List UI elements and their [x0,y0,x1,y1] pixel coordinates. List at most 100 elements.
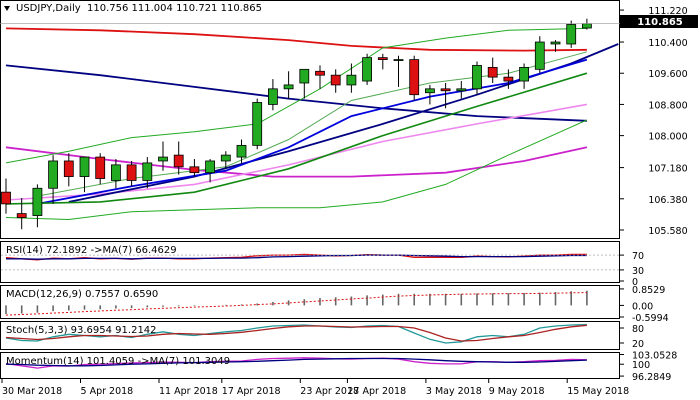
overlay-line-bb-upper [5,27,587,164]
overlay-line-ma-green [5,72,588,205]
candle-body [377,57,388,60]
candle-body [1,191,11,205]
momentum-series-2 [5,357,587,367]
price-header-symbol: USDJPY,Daily [16,3,81,14]
date-tick-label: 30 Mar 2018 [2,386,62,397]
stoch-label: Stoch(5,3,3) 93.6954 91.2142 [6,325,157,336]
candle-body [440,88,451,92]
macd-tick-label: 0.8529 [632,285,665,296]
date-tick-label: 23 Apr 2018 [300,386,359,397]
rsi-label: RSI(14) 72.1892 ->MA(7) 66.4629 [6,245,177,256]
date-tick-label: 5 Apr 2018 [81,386,134,397]
candle-body [173,154,184,168]
stoch-tick-label: 20 [632,339,644,350]
momentum-tick-label: 103.0528 [632,350,677,361]
candle-body [472,65,482,90]
candle-body [550,41,561,45]
price-tick-label: 107.180 [648,164,687,175]
momentum-tick-label: 96.2849 [632,372,671,383]
candle-body [79,156,90,177]
date-tick-label: 3 May 2018 [426,386,482,397]
price-tick-label: 110.400 [648,38,687,49]
candle-body [48,160,58,189]
candle-body [299,68,310,84]
overlay-line-bb-lower [5,119,588,221]
candle-body [267,88,278,105]
macd-plot [5,290,588,316]
macd-tick-label: 0.00 [632,301,653,312]
momentum-plot [5,357,587,369]
candle-body [220,154,231,162]
candle-body [252,102,263,146]
overlay-line-ma-pink [5,103,588,201]
overlay-line-ma-magenta [5,146,588,178]
stoch-panel-frame [0,321,620,350]
date-tick-label: 15 May 2018 [567,386,629,397]
price-tick-label: 105.580 [648,226,687,237]
macd-panel-frame [0,285,620,319]
last-price-label: 110.865 [637,17,683,28]
candle-body [16,213,27,218]
candle-body [362,57,373,82]
stoch-series-1 [5,323,587,344]
overlay-line-ma-red [5,27,587,52]
momentum-panel-frame [0,352,620,379]
stoch-series-2 [5,324,587,342]
candle-body [346,74,357,86]
candle-body [409,59,420,96]
candle-body [487,66,498,78]
candle-body [393,59,404,61]
macd-signal-line [5,292,587,316]
price-axis: 111.220 110.400 109.600 108.800 108.000 107.1… [620,6,688,237]
date-tick-label: 11 Apr 2018 [159,386,218,397]
macd-tick-label: -0.5994 [632,313,669,324]
price-panel-frame [0,0,620,239]
price-tick-label: 106.380 [648,195,687,206]
candle-body [456,88,467,92]
price-tick-label: 108.800 [648,100,687,111]
header-arrow-icon [4,6,10,11]
stoch-tick-label: 80 [632,324,644,335]
rsi-axis: 70 300 [620,251,644,288]
candle-body [330,74,341,86]
price-tick-label: 108.000 [648,132,687,143]
overlay-line-ma-navy [5,64,587,122]
candle-body [283,84,294,90]
candle-body [566,24,577,45]
panel-frames [0,0,620,379]
candle-body [126,164,137,181]
rsi-panel-frame [0,241,620,283]
candle-body [236,144,247,158]
date-tick-label: 9 May 2018 [489,386,545,397]
candle-body [95,156,106,179]
rsi-series-2 [6,254,587,260]
momentum-label: Momentum(14) 101.4059 ->MA(7) 101.3049 [6,356,230,367]
price-plot [0,18,620,230]
candle-body [205,160,216,174]
price-tick-label: 111.220 [648,6,687,17]
candle-body [582,23,592,29]
candle-body [519,66,529,82]
macd-label: MACD(12,26,9) 0.7557 0.6590 [6,289,158,300]
date-tick-label: 17 Apr 2018 [222,386,281,397]
date-axis: 30 Mar 2018 5 Apr 2018 11 Apr 2018 17 Apr 2… [1,379,629,397]
momentum-tick-label: 100 [632,360,650,371]
date-tick-label: 27 Apr 2018 [347,386,406,397]
candle-body [63,160,74,177]
rsi-tick-label: 70 [632,251,644,262]
candle-body [111,164,121,181]
stoch-plot [5,323,587,344]
rsi-plot [1,253,619,271]
candle-body [534,41,545,70]
candle-body [315,70,325,76]
price-header-ohlc: 110.756 111.004 110.721 110.865 [87,3,262,14]
candle-body [158,156,168,162]
candle-body [424,88,435,94]
macd-axis: 0.8529 0.00-0.5994 [620,285,669,324]
candle-body [142,162,153,181]
rsi-tick-label: 30 [632,266,644,277]
candle-body [189,166,200,174]
